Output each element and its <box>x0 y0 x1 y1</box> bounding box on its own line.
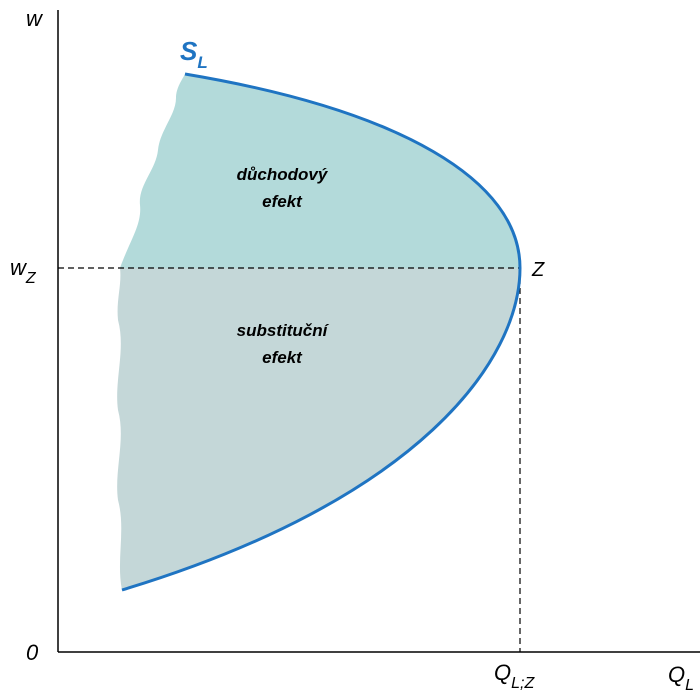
substitution-effect-region <box>117 268 520 590</box>
wage-label-sub: Z <box>25 270 37 287</box>
substitution-effect-label-line1: substituční <box>237 321 330 340</box>
y-axis-label: w <box>26 6 44 31</box>
x-axis-label-sub: L <box>685 677 694 694</box>
curve-label-main: S <box>180 36 198 66</box>
labor-supply-curve <box>121 72 522 592</box>
point-z-label: Z <box>531 259 545 281</box>
x-axis-label: QL <box>668 662 694 694</box>
income-effect-region <box>120 74 520 268</box>
quantity-label-main: Q <box>494 660 511 685</box>
curve-label-sub: L <box>197 53 207 72</box>
wage-label: wZ <box>10 255 37 287</box>
income-effect-label-line1: důchodový <box>237 165 329 184</box>
quantity-label: QL;Z <box>494 660 535 692</box>
origin-label: 0 <box>26 640 39 665</box>
curve-label: SL <box>180 36 208 72</box>
quantity-label-sub: L;Z <box>511 675 535 692</box>
substitution-effect-label-line2: efekt <box>262 348 303 367</box>
x-axis-label-main: Q <box>668 662 685 687</box>
wage-label-main: w <box>10 255 28 280</box>
income-effect-label-line2: efekt <box>262 192 303 211</box>
